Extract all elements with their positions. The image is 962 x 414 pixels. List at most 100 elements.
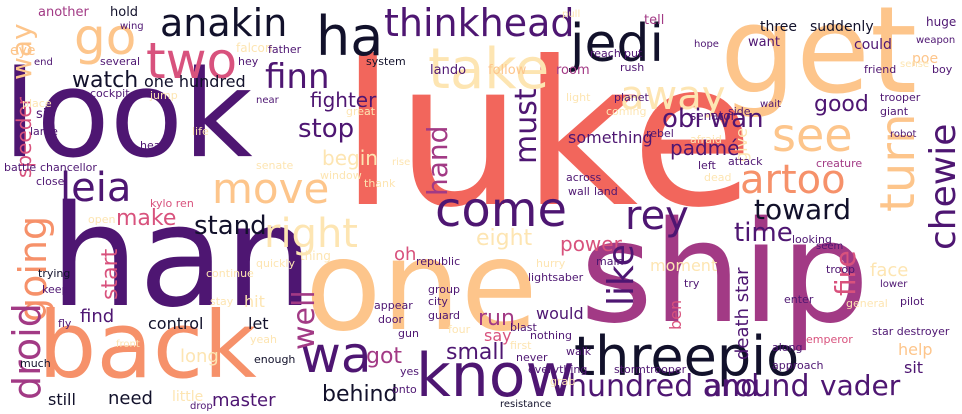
word-toward: toward [754,193,851,226]
word-look: look [3,46,253,185]
word-cockpit: cockpit [90,87,130,100]
word-trooper: trooper [880,91,921,104]
word-find: find [80,306,115,327]
word-power: power [560,232,622,256]
word-left: left [698,159,716,172]
word-droid: droid [5,303,49,400]
word-artoo: artoo [740,157,846,203]
word-pilot: pilot [900,295,925,308]
word-hurry: hurry [536,257,566,270]
word-hey: hey [238,55,259,68]
word-death-star: death star [732,267,753,360]
word-reach: reach [590,47,621,60]
word-say: say [484,326,512,345]
word-great: great [346,105,376,118]
word-another: another [38,5,89,20]
word-must: must [509,88,544,164]
word-wa: wa [300,326,372,384]
word-guard: guard [428,309,461,322]
word-jedi: jedi [570,14,664,74]
word-ben: ben [666,299,685,330]
word-chancellor: chancellor [40,161,97,174]
word-emperor: emperor [806,333,853,346]
word-near: near [256,95,279,106]
word-gun: gun [398,327,419,340]
word-light: light [566,91,591,104]
word-along: along [772,341,803,354]
word-could: could [854,37,892,53]
word-grab: grab [550,375,576,388]
word-end: end [34,57,53,68]
word-watch: watch [72,68,139,93]
word-hear: hear [140,139,166,152]
word-away: away [620,73,726,119]
word-enter: enter [784,293,814,306]
word-luke: luke [340,19,755,252]
word-lando: lando [430,63,467,78]
word-father: father [268,43,302,56]
word-door: door [378,313,403,326]
word-know: know [416,341,575,411]
word-first: first [510,339,532,352]
word-come: come [435,182,568,238]
word-close: close [36,175,65,188]
word-falcon: falcon [236,41,273,55]
word-lightsaber: lightsaber [528,271,584,284]
word-want: want [748,35,780,50]
word-rise: rise [392,157,411,168]
word-small: small [446,340,505,365]
word-padme: padmé [670,136,740,160]
word-behind: behind [322,382,398,407]
word-run: run [478,306,515,331]
word-good: good [814,92,869,117]
word-afraid: afraid [690,133,722,146]
word-begin: begin [322,146,378,170]
word-hit: hit [244,292,265,311]
word-around: around [704,369,810,404]
word-poe: poe [912,51,939,67]
word-stormtrooper: stormtrooper [614,363,687,376]
word-back: back [38,292,257,399]
word-three: three [760,19,798,35]
word-one-hundred: one hundred [144,72,246,91]
word-four: four [448,323,471,336]
word-lower: lower [880,279,908,290]
word-finn: finn [265,57,330,97]
word-try: try [684,277,700,290]
word-enough: enough [254,353,296,366]
word-approach: approach [772,359,824,372]
word-time: time [734,218,793,248]
word-never: never [516,351,548,364]
word-group: group [428,283,460,296]
word-thinkhead: thinkhead [384,1,575,45]
word-take: take [428,37,550,102]
word-wall: wall [568,185,590,198]
word-huge: huge [926,15,957,29]
word-rebel: rebel [646,127,674,140]
word-front: front [116,339,140,350]
word-stop: stop [298,114,355,144]
word-nothing: nothing [530,329,572,342]
word-resistance: resistance [500,399,552,410]
word-chewie: chewie [923,123,962,250]
word-large: large [30,125,58,138]
word-face: face [870,260,909,281]
word-one: one [305,214,538,359]
word-master: master [212,390,276,411]
word-han: han [50,176,314,339]
word-jump: jump [150,89,178,102]
word-eye: eye [10,43,36,59]
word-threepio: threepio [574,325,800,388]
word-looking: looking [792,233,832,246]
word-fly: fly [58,317,72,330]
word-well: well [287,290,322,350]
word-star-destroyer: star destroyer [872,325,950,338]
word-several: several [100,55,141,68]
word-suddenly: suddenly [810,19,874,35]
word-senator: senator [690,109,736,123]
word-walk: walk [566,345,592,358]
word-room: room [556,63,590,78]
word-attack: attack [728,155,763,168]
word-troop: troop [826,263,856,276]
word-make: make [116,206,177,231]
